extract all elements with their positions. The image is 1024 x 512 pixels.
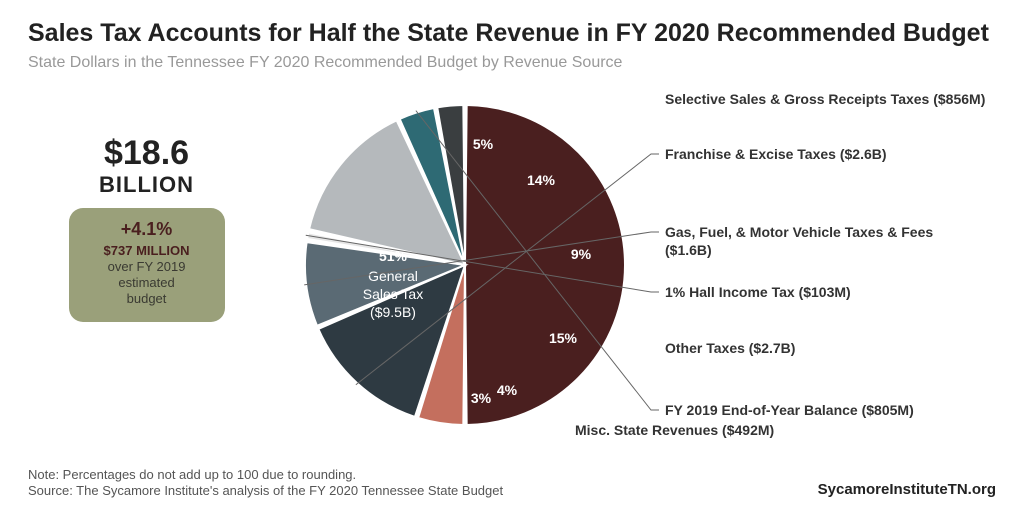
change-amount: $737 MILLION <box>83 243 211 259</box>
svg-text:51%: 51% <box>379 248 408 264</box>
svg-text:15%: 15% <box>549 330 578 346</box>
svg-text:14%: 14% <box>527 172 556 188</box>
left-panel: $18.6 BILLION +4.1% $737 MILLION over FY… <box>28 80 265 430</box>
note-line: Note: Percentages do not add up to 100 d… <box>28 467 996 482</box>
total-unit: BILLION <box>28 172 265 198</box>
svg-text:5%: 5% <box>473 136 494 152</box>
svg-text:Selective Sales & Gross Receip: Selective Sales & Gross Receipts Taxes (… <box>665 91 985 107</box>
content-row: $18.6 BILLION +4.1% $737 MILLION over FY… <box>0 72 1024 430</box>
svg-text:Misc. State Revenues ($492M): Misc. State Revenues ($492M) <box>575 422 774 438</box>
svg-text:1% Hall Income Tax ($103M): 1% Hall Income Tax ($103M) <box>665 284 851 300</box>
page-subtitle: State Dollars in the Tennessee FY 2020 R… <box>0 50 1024 72</box>
change-over-1: over FY 2019 <box>83 259 211 275</box>
svg-text:Franchise & Excise Taxes ($2.6: Franchise & Excise Taxes ($2.6B) <box>665 146 887 162</box>
pie-svg: 51% General Sales Tax ($9.5B) 5% 14% 9% 15% 4% 3%… <box>265 80 1005 440</box>
svg-text:($1.6B): ($1.6B) <box>665 242 712 258</box>
change-badge: +4.1% $737 MILLION over FY 2019 estimate… <box>69 208 225 322</box>
page-title: Sales Tax Accounts for Half the State Re… <box>0 0 1024 50</box>
svg-text:($9.5B): ($9.5B) <box>370 304 416 320</box>
svg-text:3%: 3% <box>471 390 492 406</box>
svg-text:4%: 4% <box>497 382 518 398</box>
svg-text:FY 2019 End-of-Year Balance ($: FY 2019 End-of-Year Balance ($805M) <box>665 402 914 418</box>
svg-text:Other Taxes ($2.7B): Other Taxes ($2.7B) <box>665 340 795 356</box>
change-over-2: estimated <box>83 275 211 291</box>
svg-text:Gas, Fuel, & Motor Vehicle Tax: Gas, Fuel, & Motor Vehicle Taxes & Fees <box>665 224 933 240</box>
svg-text:9%: 9% <box>571 246 592 262</box>
site-credit: SycamoreInstituteTN.org <box>818 481 996 498</box>
total-value: $18.6 <box>28 136 265 170</box>
change-over-3: budget <box>83 291 211 307</box>
change-pct: +4.1% <box>83 218 211 241</box>
svg-text:Sales Tax: Sales Tax <box>363 286 423 302</box>
pie-chart: 51% General Sales Tax ($9.5B) 5% 14% 9% 15% 4% 3%… <box>265 80 996 430</box>
svg-text:General: General <box>368 268 418 284</box>
